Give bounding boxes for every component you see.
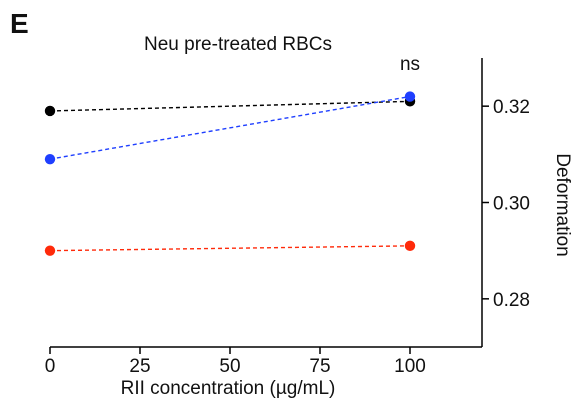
significance-annotation: ns	[400, 54, 420, 75]
x-tick-label: 25	[129, 356, 150, 377]
series-layer	[44, 91, 416, 256]
x-tick-label: 100	[394, 356, 426, 377]
data-point	[404, 240, 416, 252]
panel-label: E	[10, 8, 29, 39]
x-tick-label: 50	[219, 356, 240, 377]
data-point	[44, 153, 56, 165]
x-tick-label: 75	[309, 356, 330, 377]
series-line	[49, 95, 411, 160]
chart-title: Neu pre-treated RBCs	[144, 34, 332, 55]
y-axis: 0.28 0.30 0.32	[481, 58, 530, 347]
data-point	[44, 105, 56, 117]
annotation-layer: ns	[400, 54, 420, 75]
x-axis: 0 25 50 75 100	[45, 346, 482, 377]
y-axis-label: Deformation	[552, 153, 573, 257]
y-tick-label: 0.28	[493, 290, 530, 311]
data-point	[44, 245, 56, 256]
x-tick-label: 0	[45, 356, 56, 377]
series-line	[49, 245, 411, 252]
x-axis-label: RII concentration (µg/mL)	[121, 378, 336, 399]
data-point	[404, 91, 416, 102]
y-tick-label: 0.30	[493, 194, 530, 215]
y-tick-label: 0.32	[493, 97, 530, 118]
